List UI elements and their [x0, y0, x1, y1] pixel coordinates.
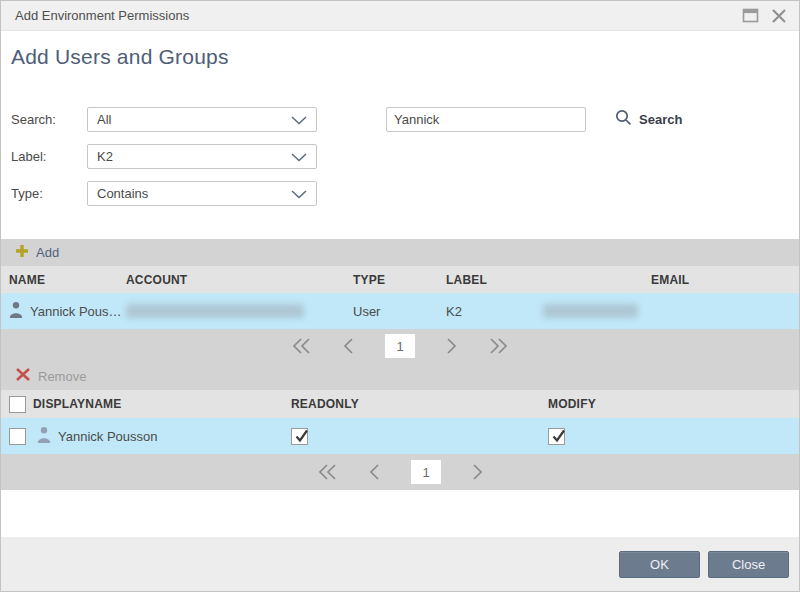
- dialog-content: Add Users and Groups Search: All Label: …: [1, 31, 799, 537]
- displayname-text: Yannick Pousson: [58, 429, 158, 444]
- table-row[interactable]: Yannick Pousson: [1, 418, 799, 454]
- filter-row-label: Label: K2: [11, 144, 799, 169]
- label-value: K2: [97, 149, 113, 164]
- select-all-checkbox[interactable]: [9, 396, 26, 413]
- maximize-icon[interactable]: [742, 8, 759, 23]
- redacted-account-blur: [126, 304, 304, 318]
- result-name-text: Yannick Pous…: [30, 304, 122, 319]
- filter-area: Search: All Label: K2 Type:: [11, 107, 799, 206]
- column-header-name: NAME: [9, 273, 126, 287]
- page-title: Add Users and Groups: [11, 45, 799, 69]
- next-page-icon[interactable]: [445, 336, 457, 356]
- last-page-icon[interactable]: [487, 336, 509, 356]
- remove-button[interactable]: Remove: [1, 363, 799, 390]
- add-button-label: Add: [36, 245, 59, 260]
- chevron-down-icon: [291, 185, 307, 203]
- prev-page-icon[interactable]: [369, 462, 381, 482]
- column-header-readonly: READONLY: [291, 397, 548, 411]
- results-grid: Add NAME ACCOUNT TYPE LABEL EMAIL: [1, 239, 799, 363]
- filter-row-type: Type: Contains: [11, 181, 799, 206]
- modify-cell: [548, 428, 799, 445]
- result-name-cell: Yannick Pous…: [9, 301, 126, 321]
- close-icon[interactable]: [771, 8, 787, 24]
- add-button[interactable]: Add: [1, 239, 799, 266]
- first-page-icon[interactable]: [317, 462, 339, 482]
- result-email-cell: [651, 304, 799, 318]
- dialog-footer: OK Close: [1, 537, 799, 591]
- column-header-modify: MODIFY: [548, 397, 799, 411]
- result-type-cell: User: [353, 304, 446, 319]
- redacted-email-blur: [543, 304, 638, 318]
- next-page-icon[interactable]: [471, 462, 483, 482]
- search-button-label: Search: [639, 112, 682, 127]
- search-button[interactable]: Search: [615, 109, 682, 130]
- readonly-checkbox[interactable]: [291, 428, 308, 445]
- row-select-checkbox[interactable]: [9, 428, 26, 445]
- search-icon: [615, 109, 632, 130]
- chevron-down-icon: [291, 111, 307, 129]
- displayname-cell: Yannick Pousson: [33, 426, 291, 446]
- type-dropdown[interactable]: Contains: [87, 181, 317, 206]
- column-header-type: TYPE: [353, 273, 446, 287]
- modify-checkbox[interactable]: [548, 428, 565, 445]
- add-icon: [15, 244, 29, 262]
- selection-pagination: 1: [1, 454, 799, 490]
- column-header-account: ACCOUNT: [126, 273, 353, 287]
- results-pagination: 1: [1, 329, 799, 363]
- label-dropdown[interactable]: K2: [87, 144, 317, 169]
- column-header-email: EMAIL: [651, 273, 799, 287]
- query-area: Search: [386, 107, 682, 132]
- table-row[interactable]: Yannick Pous… User K2: [1, 293, 799, 329]
- current-page-indicator[interactable]: 1: [385, 334, 415, 358]
- dialog-title: Add Environment Permissions: [15, 8, 189, 23]
- type-value: Contains: [97, 186, 148, 201]
- type-filter-label: Type:: [11, 186, 87, 201]
- dialog-titlebar: Add Environment Permissions: [1, 1, 799, 31]
- results-header-row: NAME ACCOUNT TYPE LABEL EMAIL: [1, 266, 799, 293]
- readonly-cell: [291, 428, 548, 445]
- close-button[interactable]: Close: [708, 551, 789, 578]
- user-icon: [37, 426, 51, 446]
- selection-header-row: DISPLAYNAME READONLY MODIFY: [1, 390, 799, 418]
- add-environment-permissions-dialog: Add Environment Permissions Add Users an…: [0, 0, 800, 592]
- ok-button[interactable]: OK: [619, 551, 700, 578]
- column-header-displayname: DISPLAYNAME: [33, 397, 291, 411]
- column-header-label: LABEL: [446, 273, 651, 287]
- result-account-cell: [126, 304, 353, 318]
- search-query-input[interactable]: [386, 107, 586, 132]
- remove-icon: [15, 367, 31, 386]
- current-page-indicator[interactable]: 1: [411, 460, 441, 484]
- prev-page-icon[interactable]: [343, 336, 355, 356]
- search-filter-label: Search:: [11, 112, 87, 127]
- label-filter-label: Label:: [11, 149, 87, 164]
- first-page-icon[interactable]: [291, 336, 313, 356]
- selection-grid: Remove DISPLAYNAME READONLY MODIFY: [1, 363, 799, 490]
- user-icon: [9, 301, 23, 321]
- search-scope-value: All: [97, 112, 111, 127]
- remove-button-label: Remove: [38, 369, 86, 384]
- chevron-down-icon: [291, 148, 307, 166]
- search-scope-dropdown[interactable]: All: [87, 107, 317, 132]
